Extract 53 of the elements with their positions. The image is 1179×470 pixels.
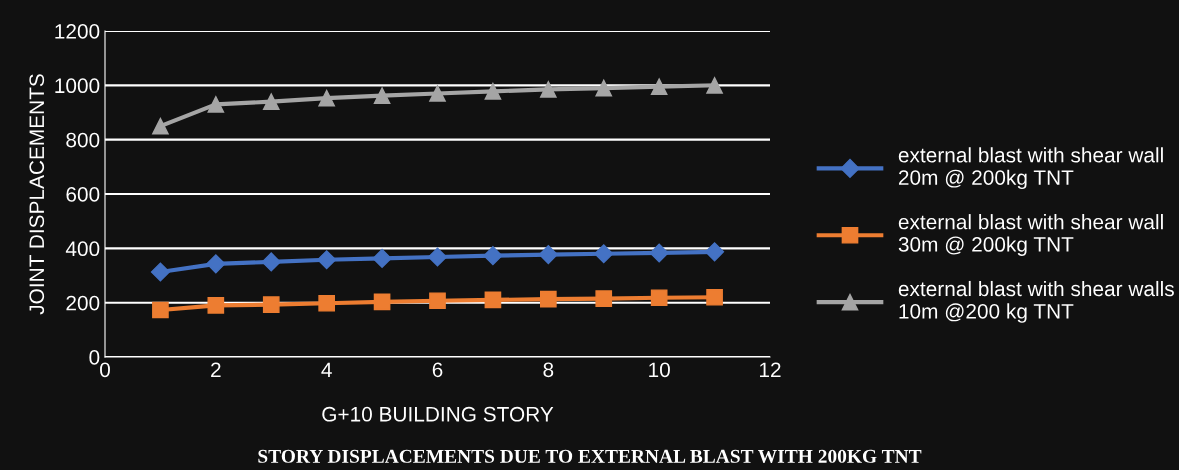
x-tick-label: 2 (211, 362, 221, 377)
x-tick-label: 0 (100, 362, 110, 378)
x-tick-label: 12 (760, 362, 781, 377)
point (706, 288, 723, 306)
point (649, 243, 669, 263)
point (594, 244, 614, 264)
point (152, 117, 169, 135)
y-tick-label: 0 (89, 350, 100, 365)
point (595, 79, 613, 97)
y-tick-label: 800 (66, 132, 100, 148)
point (539, 290, 557, 308)
y-tick-label: 1000 (55, 78, 100, 94)
point (706, 76, 723, 94)
point (429, 292, 446, 310)
y-tick-label: 600 (66, 187, 100, 202)
point (262, 93, 280, 110)
legend-label: external blast with shear wall 20m @ 200kg TNT (898, 147, 1163, 190)
y-tick-label: 200 (66, 295, 100, 311)
point (261, 252, 281, 272)
point (152, 301, 169, 319)
point (207, 297, 225, 314)
point (650, 289, 668, 307)
point (650, 78, 668, 96)
point (317, 250, 337, 270)
x-tick-label: 4 (321, 362, 332, 377)
point (150, 262, 170, 282)
point (595, 290, 613, 307)
point (538, 245, 558, 265)
point (483, 246, 503, 266)
x-axis-title: G+10 BUILDING STORY (322, 406, 554, 422)
x-tick-label: 10 (649, 362, 670, 378)
text: STORY DISPLACEMENTS DUE TO EXTERNAL BLAST WITH 200KG TNT (258, 449, 922, 463)
x-tick-label: 8 (543, 362, 554, 378)
y-axis-title: JOINT DISPLACEMENTS (29, 74, 45, 315)
point (373, 87, 391, 104)
point (372, 248, 392, 268)
point (484, 291, 502, 309)
point (705, 242, 725, 262)
legend-label: external blast with shear walls 10m @200 kg TNT (898, 280, 1174, 323)
legend-label: external blast with shear wall 30m @ 200kg TNT (898, 214, 1163, 256)
point (262, 296, 280, 313)
point (207, 96, 225, 113)
point (427, 247, 448, 267)
point (206, 254, 226, 274)
y-tick-label: 1200 (55, 24, 100, 39)
point (429, 85, 446, 102)
point (318, 294, 336, 312)
y-tick-label: 400 (65, 241, 100, 257)
point (373, 293, 391, 311)
point (484, 82, 502, 100)
point (318, 89, 336, 107)
x-tick-label: 6 (432, 362, 443, 378)
point (539, 81, 557, 98)
